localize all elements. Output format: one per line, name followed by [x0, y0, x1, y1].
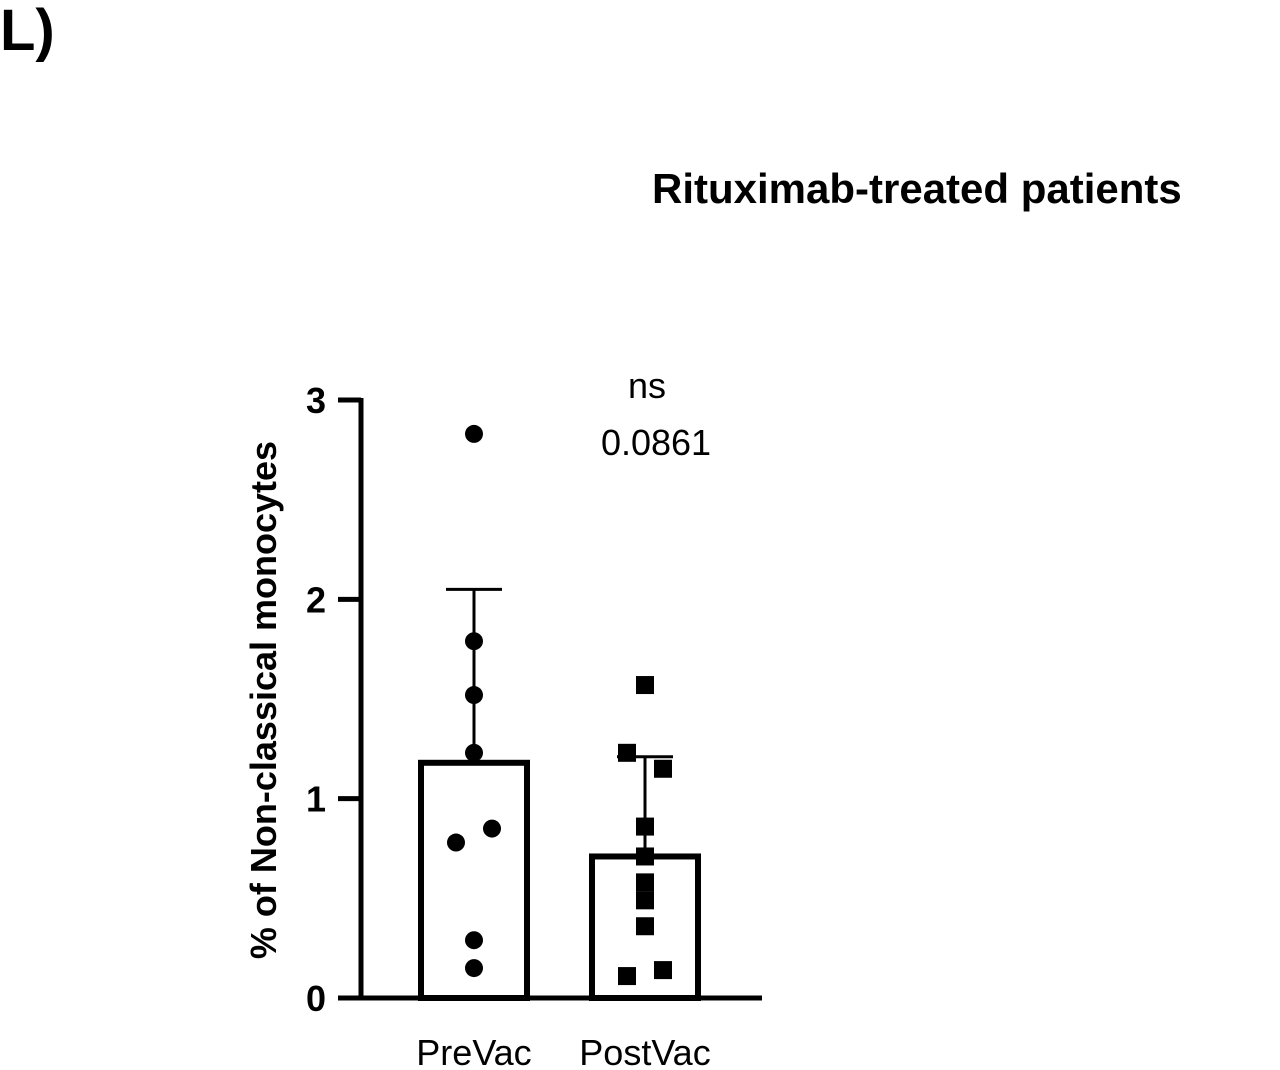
y-tick-label: 3: [306, 380, 326, 421]
y-tick-label: 1: [306, 779, 326, 820]
significance-label: ns: [628, 365, 666, 406]
y-tick-label: 0: [306, 978, 326, 1019]
data-point: [654, 759, 672, 778]
data-point: [636, 873, 654, 892]
data-point: [465, 743, 483, 762]
y-axis-label: % of Non-classical monocytes: [243, 441, 284, 959]
chart-title: Rituximab-treated patients: [652, 165, 1182, 212]
p-value-label: 0.0861: [601, 422, 711, 463]
x-tick-label-postvac: PostVac: [579, 1032, 710, 1070]
data-point: [618, 967, 636, 986]
data-point: [447, 833, 465, 852]
data-point: [618, 743, 636, 762]
data-point: [465, 959, 483, 978]
data-point: [465, 424, 483, 443]
data-point: [483, 819, 501, 838]
data-point: [636, 676, 654, 695]
panel-label: L): [0, 0, 55, 63]
data-point: [636, 817, 654, 836]
data-point: [654, 961, 672, 980]
data-point: [465, 632, 483, 651]
y-tick-label: 2: [306, 579, 326, 620]
bar-prevac: [418, 759, 530, 1002]
data-point: [465, 686, 483, 705]
data-point: [636, 917, 654, 936]
data-point: [465, 931, 483, 950]
data-point: [636, 891, 654, 910]
x-tick-label-prevac: PreVac: [416, 1032, 531, 1070]
data-point: [636, 847, 654, 866]
